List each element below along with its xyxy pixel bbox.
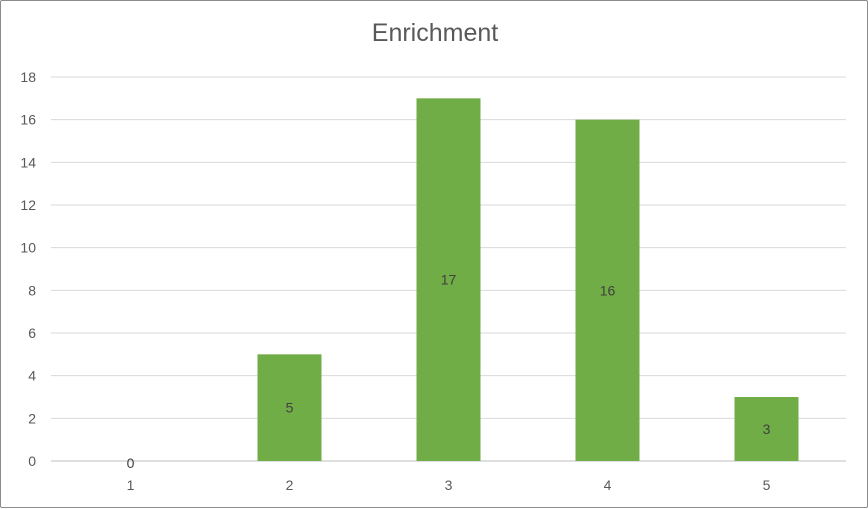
x-tick-label: 4 <box>604 477 612 493</box>
data-label: 16 <box>600 282 616 298</box>
y-tick-label: 14 <box>20 154 36 170</box>
y-tick-label: 6 <box>28 325 36 341</box>
y-tick-label: 2 <box>28 410 36 426</box>
y-tick-label: 8 <box>28 282 36 298</box>
bar <box>257 354 322 461</box>
y-tick-label: 10 <box>20 240 36 256</box>
y-tick-label: 16 <box>20 112 36 128</box>
y-tick-label: 12 <box>20 197 36 213</box>
data-label: 17 <box>441 272 457 288</box>
x-tick-label: 3 <box>445 477 453 493</box>
bar <box>575 119 640 462</box>
bar <box>734 397 799 461</box>
y-tick-label: 0 <box>28 453 36 469</box>
chart-title: Enrichment <box>371 19 499 47</box>
data-label: 5 <box>286 400 294 416</box>
y-tick-label: 4 <box>28 368 36 384</box>
bar <box>416 98 481 461</box>
data-label: 0 <box>127 455 135 471</box>
data-label: 3 <box>763 421 771 437</box>
x-tick-label: 2 <box>286 477 294 493</box>
x-tick-label: 1 <box>127 477 135 493</box>
x-tick-label: 5 <box>763 477 771 493</box>
y-tick-label: 18 <box>20 69 36 85</box>
